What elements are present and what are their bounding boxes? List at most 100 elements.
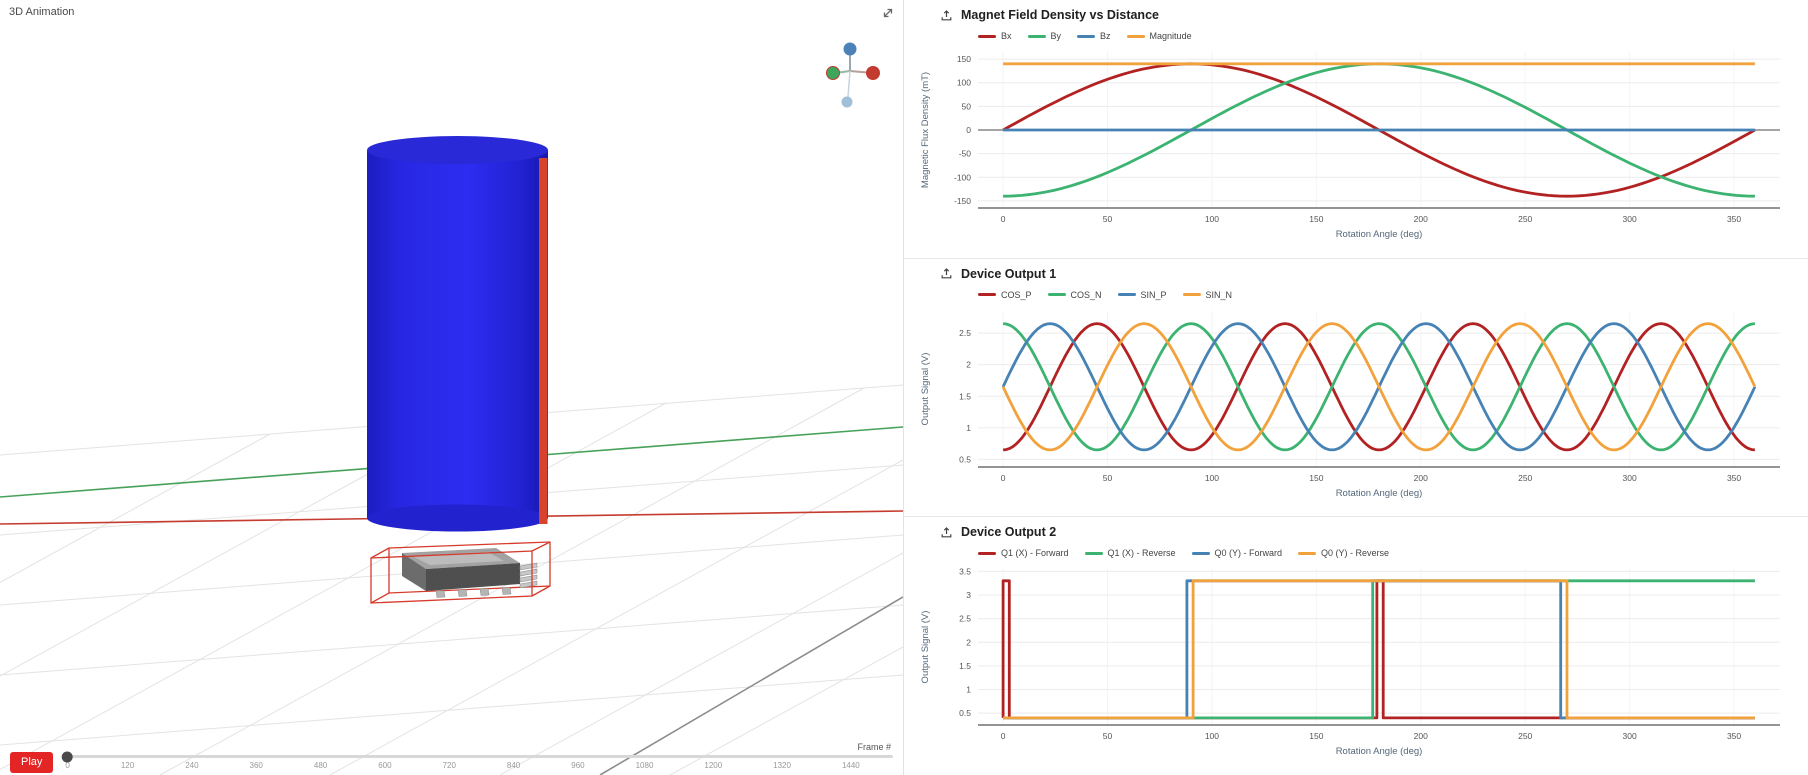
chart-header: Device Output 1	[914, 265, 1798, 283]
legend-item[interactable]: Q1 (X) - Reverse	[1084, 548, 1176, 559]
svg-text:250: 250	[1518, 214, 1532, 224]
svg-text:250: 250	[1518, 731, 1532, 741]
chart-legend: COS_P COS_N SIN_P SIN_N	[978, 289, 1798, 301]
legend-swatch	[1027, 34, 1046, 38]
chart-legend: Q1 (X) - Forward Q1 (X) - Reverse Q0 (Y) -…	[978, 547, 1798, 559]
svg-text:1: 1	[966, 685, 971, 695]
chip-pins	[435, 562, 538, 598]
svg-text:200: 200	[1414, 473, 1428, 483]
svg-text:Rotation Angle (deg): Rotation Angle (deg)	[1336, 746, 1423, 757]
frame-tick-label: 360	[249, 761, 263, 770]
svg-text:150: 150	[1309, 214, 1323, 224]
chart-plot-area[interactable]: 0.5 1 1.5 2 2.5 0 50 100 150 200 250 300 350 Rotation…	[914, 303, 1798, 503]
svg-text:0: 0	[1001, 214, 1006, 224]
legend-swatch	[978, 293, 996, 297]
legend-label: Bx	[1001, 31, 1012, 41]
legend-swatch	[1126, 34, 1145, 38]
legend-label: SIN_N	[1205, 289, 1233, 300]
chart-title: Device Output 1	[961, 266, 1057, 281]
svg-text:200: 200	[1414, 214, 1428, 224]
legend-item[interactable]: COS_N	[1047, 289, 1102, 300]
legend-swatch	[1084, 551, 1103, 555]
series-cos-n	[1002, 321, 1756, 451]
chart-plot-area[interactable]: 0.5 1 1.5 2 2.5 3 3.5 0 50 100 150 200 250 300 350 Rota…	[914, 561, 1798, 761]
frame-tick-label: 480	[313, 761, 328, 770]
svg-text:350: 350	[1727, 731, 1741, 741]
svg-text:300: 300	[1623, 214, 1637, 224]
legend-item[interactable]: Bx	[978, 31, 1012, 41]
legend-swatch	[1047, 293, 1066, 297]
svg-text:Rotation Angle (deg): Rotation Angle (deg)	[1336, 488, 1423, 499]
gizmo-z-axis-ball[interactable]	[843, 42, 857, 56]
scene-canvas[interactable]	[0, 0, 903, 775]
legend-item[interactable]: Q0 (Y) - Forward	[1191, 548, 1282, 558]
svg-text:50: 50	[1103, 473, 1113, 483]
gizmo-x-axis-ball[interactable]	[866, 66, 880, 80]
fullscreen-icon[interactable]	[881, 6, 895, 20]
legend-label: Bz	[1100, 31, 1111, 41]
legend-item[interactable]: SIN_N	[1182, 289, 1233, 300]
series-cos-p	[1002, 321, 1756, 451]
floor-grid	[0, 384, 903, 775]
legend-item[interactable]: By	[1027, 31, 1061, 41]
chart-section-3: Device Output 2 Q1 (X) - Forward Q1 (X) - …	[904, 517, 1808, 775]
play-button[interactable]: Play	[10, 752, 54, 773]
legend-item[interactable]: SIN_P	[1117, 290, 1167, 300]
frame-tick-label: 960	[571, 761, 585, 770]
svg-text:Output Signal (V): Output Signal (V)	[920, 611, 931, 684]
3d-viewer-panel: 3D Animation Frame # Play 0 120 240 360 480 6…	[0, 0, 903, 775]
export-icon[interactable]	[940, 267, 953, 280]
chart-header: Device Output 2	[914, 523, 1798, 541]
svg-text:2: 2	[966, 359, 971, 369]
svg-text:Rotation Angle (deg): Rotation Angle (deg)	[1336, 229, 1423, 240]
chart-legend: Bx By Bz Magnitude	[978, 30, 1798, 42]
svg-text:200: 200	[1414, 731, 1428, 741]
frame-tick-label: 1440	[841, 761, 860, 770]
legend-item[interactable]: Q1 (X) - Forward	[978, 548, 1069, 558]
chart-title: Magnet Field Density vs Distance	[961, 8, 1159, 22]
svg-text:100: 100	[1205, 214, 1219, 224]
legend-label: COS_N	[1070, 289, 1102, 300]
frame-tick-label: 1320	[773, 761, 791, 770]
legend-item[interactable]: Bz	[1077, 31, 1111, 41]
frame-slider[interactable]	[62, 751, 893, 762]
svg-text:350: 350	[1727, 473, 1741, 483]
svg-text:0.5: 0.5	[959, 709, 971, 719]
charts-panel: Magnet Field Density vs Distance Bx By Bz Ma…	[903, 0, 1808, 775]
gizmo-y-axis-ball[interactable]	[826, 66, 840, 80]
legend-label: COS_P	[1001, 289, 1032, 300]
chart-plot-area[interactable]: -150 -100 -50 0 50 100 150 0 50 100 150 200 250 300 35…	[914, 44, 1798, 244]
export-icon[interactable]	[940, 526, 953, 539]
legend-item[interactable]: COS_P	[978, 290, 1032, 300]
frame-tick-label: 1080	[635, 761, 654, 770]
legend-swatch	[1182, 293, 1201, 297]
svg-text:50: 50	[1103, 214, 1113, 224]
frame-slider-handle[interactable]	[62, 751, 74, 762]
chart-section-2: Device Output 1 COS_P COS_N SIN_P SIN_N 0.5 1 1…	[904, 259, 1808, 518]
frame-tick-label: 1200	[704, 761, 723, 770]
sensor-chip	[402, 548, 538, 598]
legend-item[interactable]: Magnitude	[1126, 31, 1192, 41]
legend-label: Q1 (X) - Reverse	[1107, 548, 1176, 559]
frame-tick-label: 720	[442, 761, 456, 770]
series-q1-x-reverse	[1003, 579, 1755, 720]
chart-title: Device Output 2	[961, 525, 1057, 540]
axis-line-z	[599, 596, 903, 775]
svg-text:150: 150	[1309, 473, 1323, 483]
gizmo-z-neg-ball[interactable]	[841, 96, 853, 108]
svg-text:1: 1	[966, 423, 971, 433]
svg-text:150: 150	[1309, 731, 1323, 741]
svg-text:300: 300	[1623, 731, 1637, 741]
frame-tick-label: 0	[65, 761, 70, 770]
svg-text:2.5: 2.5	[959, 328, 971, 338]
orientation-gizmo[interactable]	[826, 42, 881, 108]
series-q0-y-forward	[1003, 579, 1755, 720]
series-q1-x-forward	[1001, 579, 1755, 720]
legend-item[interactable]: Q0 (Y) - Reverse	[1298, 548, 1389, 558]
svg-text:350: 350	[1727, 214, 1741, 224]
export-icon[interactable]	[940, 9, 953, 22]
chart-header: Magnet Field Density vs Distance	[914, 6, 1798, 24]
frame-tick-labels: 0 120 240 360 480 600 720 840 960 1080 1200 1320 144…	[65, 761, 859, 770]
frame-label: Frame #	[857, 742, 891, 752]
